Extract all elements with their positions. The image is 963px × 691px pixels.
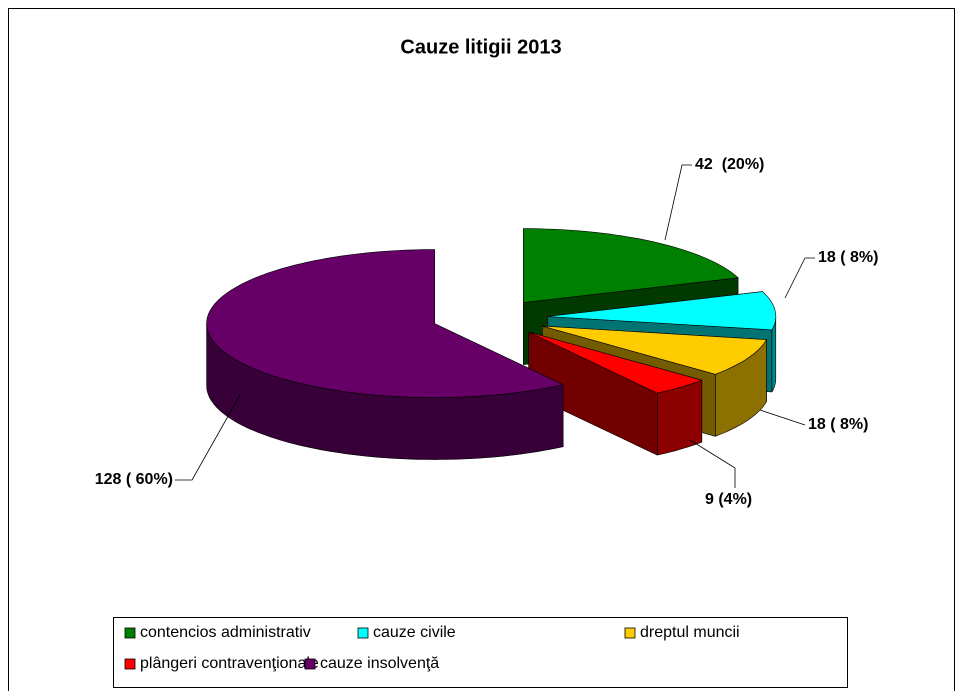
pie-slice (206, 249, 564, 460)
slice-top (542, 325, 767, 375)
legend-label: contencios administrativ (140, 624, 311, 641)
slice-top (547, 291, 777, 331)
data-label: 18 ( 8%) (818, 249, 878, 266)
legend-swatch (124, 627, 136, 639)
leader-line (784, 257, 815, 299)
slice-top (523, 228, 739, 303)
legend-swatch (624, 627, 636, 639)
legend-swatch (304, 658, 316, 670)
legend-label: plângeri contravenţionale (140, 655, 319, 672)
pie-slice (528, 331, 703, 456)
legend-label: cauze civile (373, 624, 456, 641)
legend-swatch (357, 627, 369, 639)
leader-line (689, 439, 736, 488)
chart-title: Cauze litigii 2013 (400, 36, 561, 58)
legend-swatch (124, 658, 136, 670)
leader-line (175, 394, 241, 481)
leader-line (664, 164, 692, 241)
slice-top (206, 249, 564, 398)
legend-box (113, 617, 848, 688)
data-label: 18 ( 8%) (808, 416, 868, 433)
legend-label: cauze insolvenţă (320, 655, 439, 672)
data-label: 9 (4%) (705, 491, 752, 508)
legend-label: dreptul muncii (640, 624, 740, 641)
leader-line (759, 409, 806, 426)
slice-top (528, 331, 703, 394)
data-label: 128 ( 60%) (95, 471, 173, 488)
data-label: 42 (20%) (695, 156, 764, 173)
